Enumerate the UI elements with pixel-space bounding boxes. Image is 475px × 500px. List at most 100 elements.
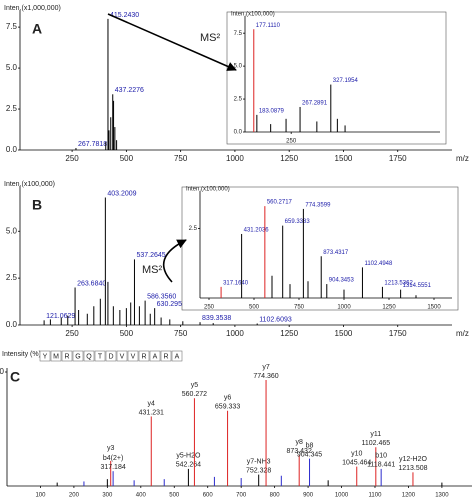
peak-label: 177.1110: [256, 23, 281, 29]
x-tick-label: 400: [136, 493, 147, 499]
peak-label: 839.3538: [202, 315, 231, 322]
sequence-residue: M: [53, 353, 59, 360]
sequence-box: [83, 350, 95, 362]
peak-label: 774.3599: [305, 202, 331, 208]
peak-label: 267.7818: [78, 141, 107, 148]
panel-label: B: [32, 197, 42, 213]
peak-label: 1314.5551: [403, 283, 432, 289]
peak-label: 431.2036: [244, 228, 270, 234]
x-tick-label: 1000: [226, 329, 244, 338]
y-tick-label: 5.0: [234, 64, 243, 70]
peak-label: 873.432: [287, 448, 312, 455]
x-tick-label: 300: [102, 493, 113, 499]
y-tick-label: 5.0: [6, 226, 18, 235]
sequence-residue: R: [163, 353, 168, 360]
peak-label: 630.2956: [157, 301, 186, 308]
x-tick-label: 800: [270, 493, 281, 499]
peak-label: 904.345: [297, 451, 322, 458]
peak-label: 317.1640: [223, 280, 249, 286]
sequence-box: [171, 350, 183, 362]
ion-label: y5-H2O: [176, 453, 201, 460]
peak-label: 1102.4948: [364, 261, 393, 267]
x-tick-label: 500: [120, 329, 134, 338]
x-tick-label: 1000: [226, 154, 244, 163]
x-tick-label: 1500: [335, 154, 353, 163]
y-tick-label: 0.0: [6, 145, 18, 154]
sequence-box: [149, 350, 161, 362]
peak-label: 752.328: [246, 467, 271, 474]
inset-frame: [226, 11, 447, 145]
ion-label: y8: [295, 439, 303, 446]
x-tick-label: 1750: [389, 154, 407, 163]
x-tick-label: 500: [169, 493, 180, 499]
panel-label: A: [32, 21, 42, 37]
peak-label: 1213.5362: [384, 280, 413, 286]
y-tick-label: 100: [0, 367, 5, 376]
x-tick-label: 1000: [337, 305, 351, 311]
ms2-label: MS²: [142, 264, 163, 276]
y-tick-label: 2.5: [234, 97, 243, 103]
x-tick-label: 750: [174, 329, 188, 338]
peak-label: 1045.464: [342, 459, 371, 466]
ms2-arrow: [162, 239, 187, 283]
y-axis-title: Inten.(x100,000): [231, 12, 275, 18]
sequence-box: [138, 350, 150, 362]
peak-label: 121.0629: [46, 313, 75, 320]
peak-label: 403.2009: [107, 190, 136, 197]
peak-label: 263.6840: [77, 280, 106, 287]
y-tick-label: 2.5: [6, 273, 18, 282]
y-tick-label: 0.0: [6, 320, 18, 329]
x-tick-label: 500: [249, 305, 260, 311]
peak-label: 1118.441: [367, 462, 395, 469]
peak-label: 431.231: [139, 409, 164, 416]
sequence-box: [61, 350, 73, 362]
peak-label: 317.184: [100, 464, 125, 471]
sequence-residue: Q: [86, 353, 92, 360]
y-tick-label: 7.5: [234, 31, 243, 37]
sequence-residue: A: [175, 353, 180, 360]
x-axis-title: m/z: [456, 329, 469, 338]
ion-label: y4: [148, 400, 156, 407]
x-tick-label: 1250: [382, 305, 396, 311]
x-tick-label: 1500: [427, 305, 441, 311]
ion-label: y5: [191, 382, 199, 389]
y-tick-label: 2.5: [189, 226, 198, 232]
peak-label: 1102.465: [361, 440, 390, 447]
y-axis-title: Inten.(x1,000,000): [4, 5, 61, 12]
peak-label: 537.2645: [136, 252, 165, 259]
x-tick-label: 1250: [280, 154, 298, 163]
sequence-residue: A: [153, 353, 158, 360]
peak-label: 659.333: [215, 404, 240, 411]
panel-label: C: [10, 369, 20, 385]
sequence-box: [160, 350, 172, 362]
x-tick-label: 250: [65, 154, 79, 163]
peak-label: 904.3453: [329, 278, 355, 284]
peak-label: 542.264: [176, 462, 201, 469]
sequence-box: [50, 350, 62, 362]
sequence-residue: G: [75, 353, 80, 360]
sequence-box: [39, 350, 51, 362]
sequence-box: [94, 350, 106, 362]
ms2-arrow: [107, 13, 237, 71]
x-tick-label: 250: [204, 305, 215, 311]
sequence-residue: R: [141, 353, 146, 360]
ms2-label: MS²: [200, 32, 221, 44]
ion-label: y6: [224, 395, 232, 402]
ion-label: b8: [306, 442, 314, 449]
sequence-box: [105, 350, 117, 362]
peak-label: 873.4317: [323, 250, 349, 256]
peak-label: 560.2717: [267, 200, 293, 206]
ion-label: y12-H2O: [399, 456, 428, 463]
x-tick-label: 750: [294, 305, 305, 311]
x-tick-label: 700: [236, 493, 247, 499]
x-tick-label: 900: [303, 493, 314, 499]
peak-label: 327.1954: [333, 78, 359, 84]
x-tick-label: 750: [174, 154, 188, 163]
ion-label: y7: [262, 364, 270, 371]
ion-label: y10: [351, 450, 362, 457]
x-tick-label: 600: [203, 493, 214, 499]
y-tick-label: 2.5: [6, 104, 18, 113]
ion-label: b4(2+): [103, 455, 123, 462]
sequence-residue: V: [120, 353, 125, 360]
x-tick-label: 1250: [280, 329, 298, 338]
